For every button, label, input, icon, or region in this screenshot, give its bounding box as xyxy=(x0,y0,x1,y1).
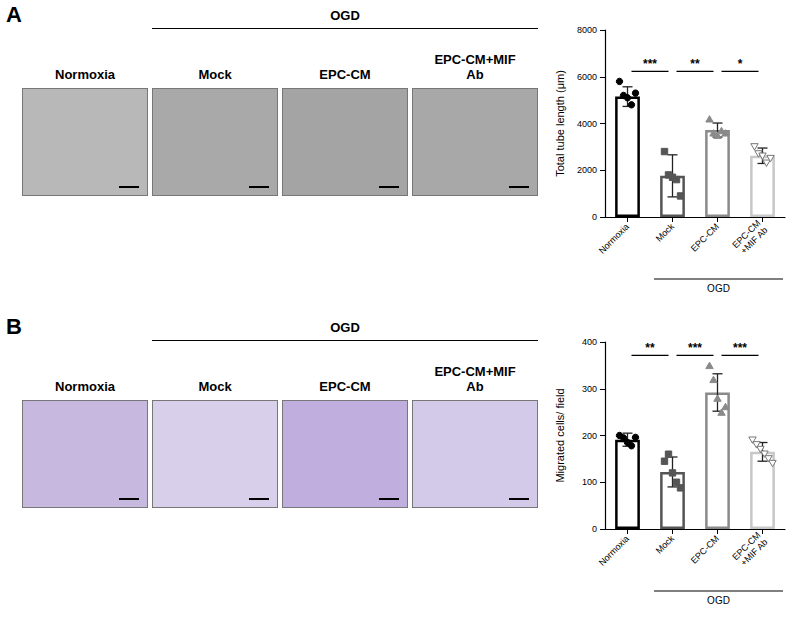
svg-text:Mock: Mock xyxy=(654,533,677,556)
svg-text:4000: 4000 xyxy=(577,119,597,129)
svg-text:***: *** xyxy=(733,341,747,355)
svg-text:EPC-CM: EPC-CM xyxy=(689,221,721,253)
svg-text:+MIF Ab: +MIF Ab xyxy=(739,225,770,256)
html-text:A: A xyxy=(6,2,22,27)
svg-text:8000: 8000 xyxy=(577,25,597,35)
svg-text:EPC-CM: EPC-CM xyxy=(730,217,763,251)
svg-text:Normoxia: Normoxia xyxy=(597,533,631,567)
svg-text:OGD: OGD xyxy=(707,283,730,294)
html-text:EPC-CM+MIF Ab: EPC-CM+MIF Ab xyxy=(434,52,516,82)
svg-text:0: 0 xyxy=(592,524,597,534)
html-text:Normoxia: Normoxia xyxy=(55,379,115,394)
svg-text:400: 400 xyxy=(582,337,597,347)
html-text:OGD: OGD xyxy=(330,320,360,335)
svg-text:200: 200 xyxy=(582,431,597,441)
svg-text:300: 300 xyxy=(582,384,597,394)
html-text:Normoxia: Normoxia xyxy=(55,67,115,82)
html-text:Mock: Mock xyxy=(198,67,232,82)
svg-text:Normoxia: Normoxia xyxy=(597,221,631,255)
svg-text:Migrated cells/ field: Migrated cells/ field xyxy=(554,388,566,482)
svg-text:EPC-CM: EPC-CM xyxy=(689,533,721,565)
svg-text:EPC-CM: EPC-CM xyxy=(730,529,763,563)
html-text:EPC-CM: EPC-CM xyxy=(319,379,371,394)
svg-text:100: 100 xyxy=(582,477,597,487)
html-text:B: B xyxy=(6,314,22,339)
html-text:EPC-CM: EPC-CM xyxy=(319,67,371,82)
svg-text:**: ** xyxy=(645,341,655,355)
svg-text:0: 0 xyxy=(592,212,597,222)
svg-text:OGD: OGD xyxy=(707,595,730,606)
svg-text:Total tube length (μm): Total tube length (μm) xyxy=(554,70,566,177)
svg-text:**: ** xyxy=(690,57,700,71)
html-text:EPC-CM+MIF Ab: EPC-CM+MIF Ab xyxy=(434,364,516,394)
svg-text:***: *** xyxy=(643,57,657,71)
svg-text:+MIF Ab: +MIF Ab xyxy=(739,537,770,568)
html-text:OGD: OGD xyxy=(330,8,360,23)
html-text:Mock: Mock xyxy=(198,379,232,394)
svg-text:Mock: Mock xyxy=(654,221,677,244)
svg-text:2000: 2000 xyxy=(577,165,597,175)
svg-text:***: *** xyxy=(688,341,702,355)
svg-text:*: * xyxy=(738,57,743,71)
svg-text:6000: 6000 xyxy=(577,72,597,82)
